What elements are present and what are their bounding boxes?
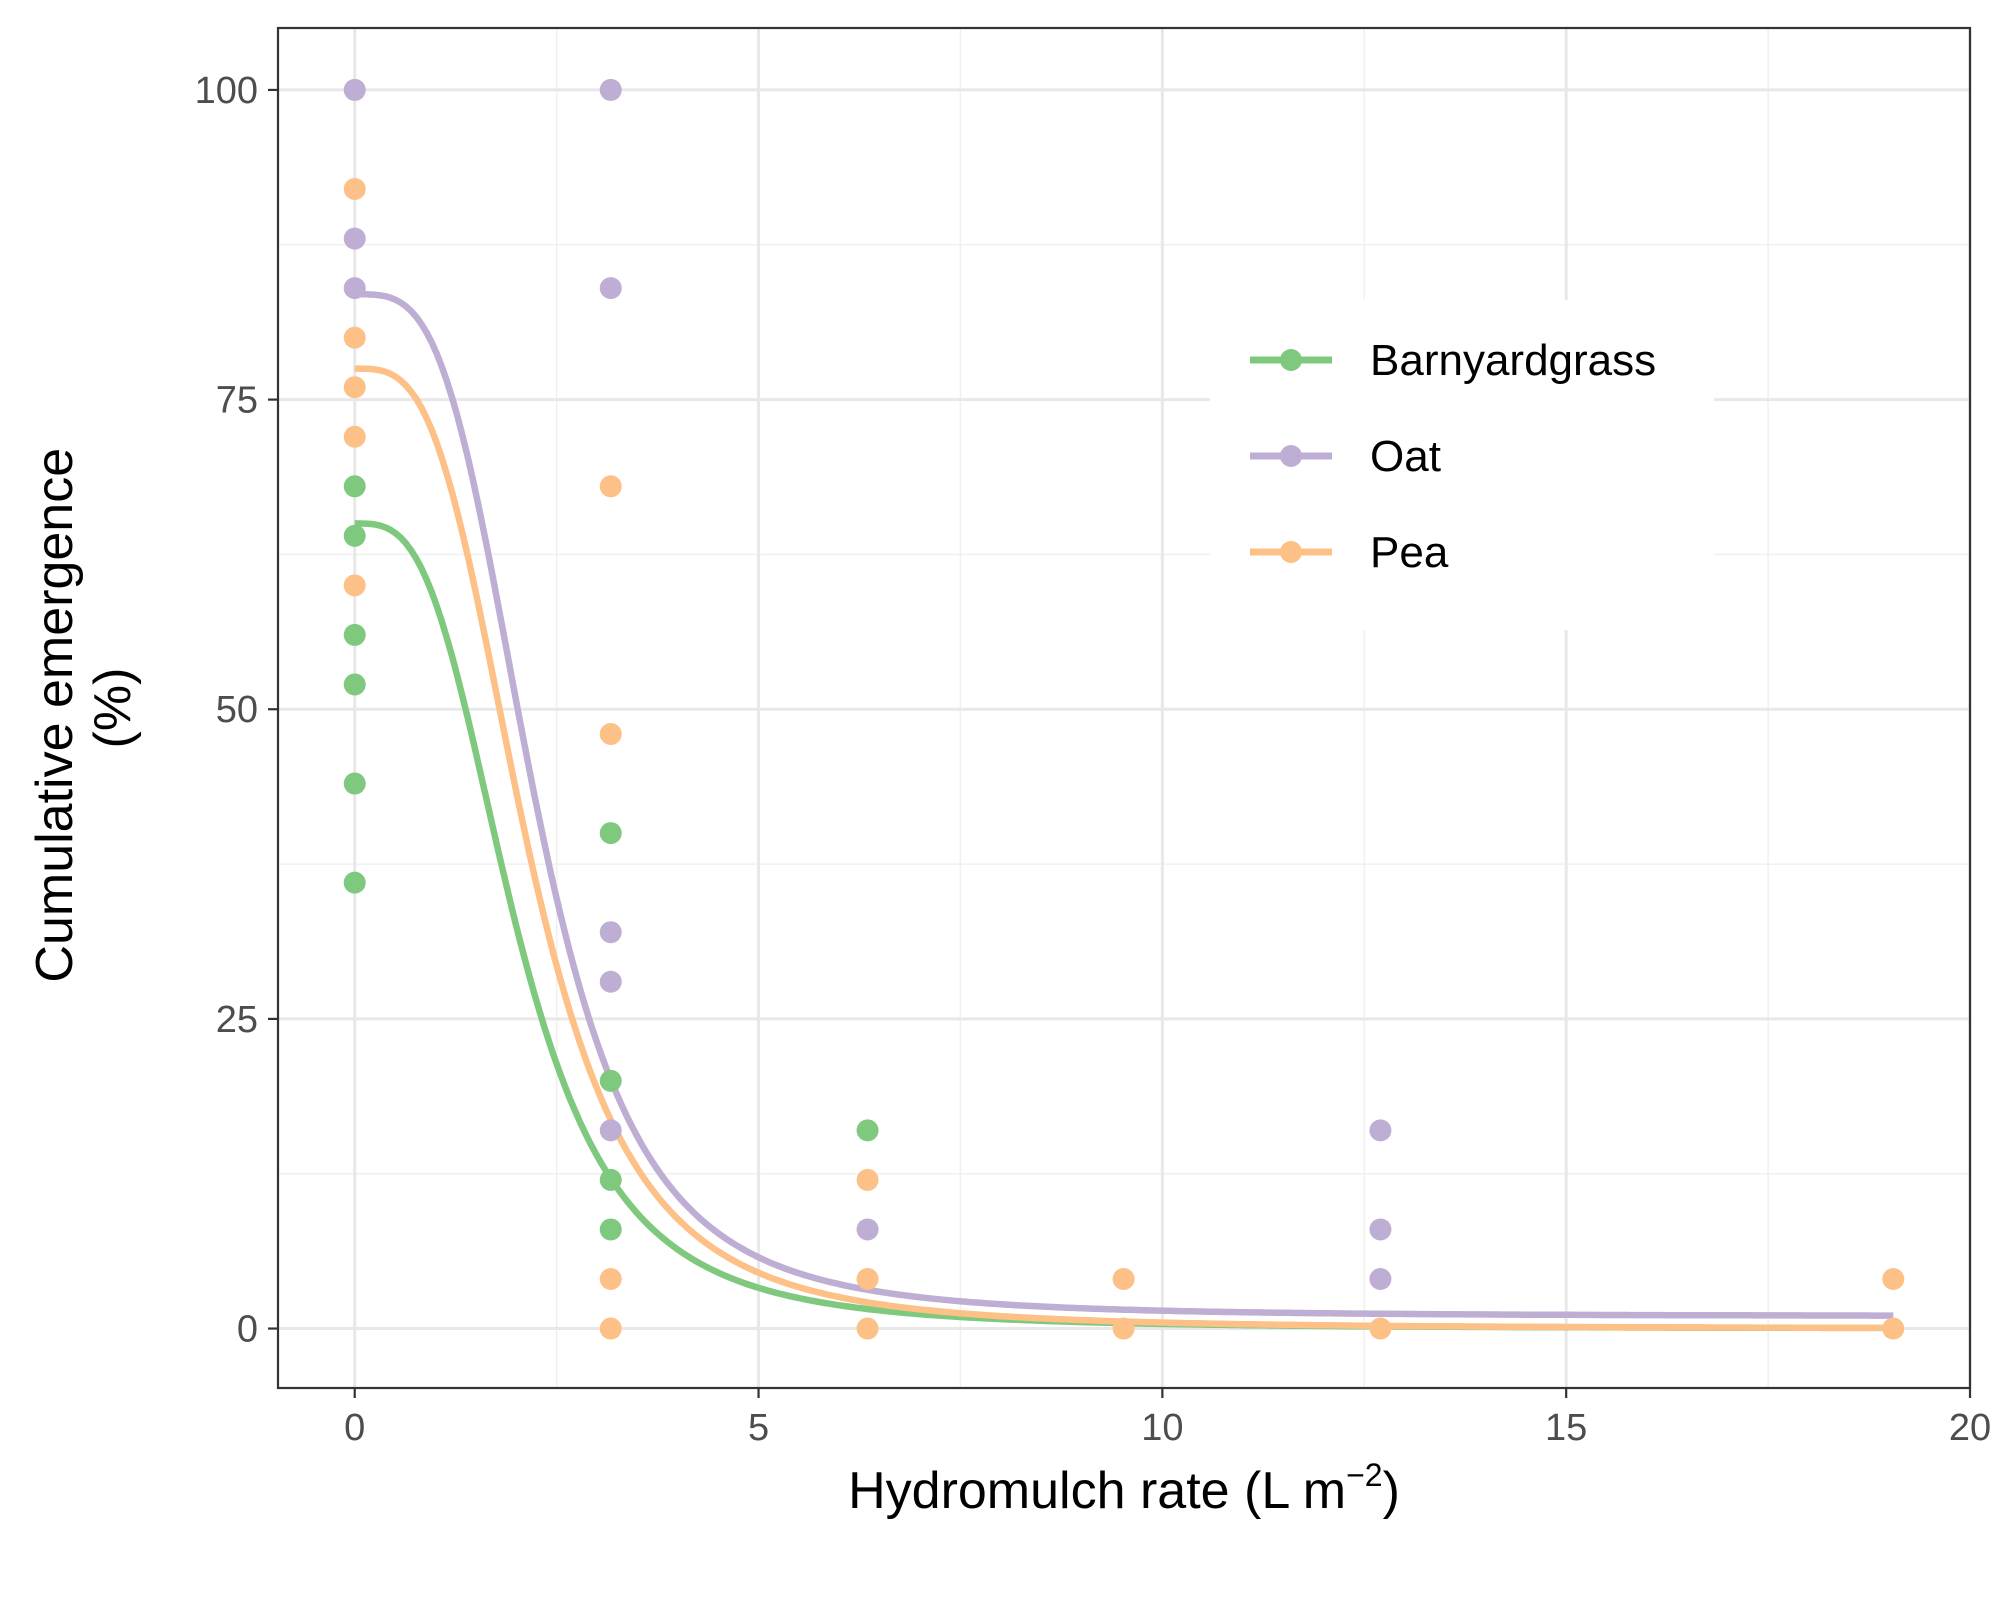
data-point-oat	[1369, 1268, 1392, 1291]
data-point-barnyardgrass	[856, 1119, 879, 1142]
data-point-pea	[599, 1268, 622, 1291]
data-point-pea	[856, 1317, 879, 1340]
data-point-oat	[599, 1119, 622, 1142]
data-point-oat	[343, 78, 366, 101]
legend-label-oat: Oat	[1370, 432, 1441, 481]
x-axis-title-close: )	[1383, 1462, 1400, 1520]
y-axis-title-line1: Cumulative emergence	[26, 448, 84, 983]
y-tick-label: 0	[237, 1309, 258, 1351]
data-point-pea	[599, 475, 622, 498]
x-axis-title: Hydromulch rate (L m−2)	[848, 1457, 1400, 1520]
data-point-barnyardgrass	[599, 1168, 622, 1191]
x-axis-title-sup: −2	[1346, 1457, 1382, 1493]
data-point-pea	[343, 574, 366, 597]
y-tick-label: 25	[216, 999, 258, 1041]
data-point-barnyardgrass	[599, 822, 622, 845]
data-point-pea	[343, 178, 366, 201]
data-point-barnyardgrass	[343, 623, 366, 646]
data-point-pea	[856, 1168, 879, 1191]
grid-minor	[278, 28, 1970, 1388]
x-tick-label: 20	[1949, 1407, 1991, 1449]
x-tick-label: 5	[748, 1407, 769, 1449]
y-axis-title: Cumulative emergence (%)	[26, 433, 142, 982]
y-tick-label: 100	[195, 70, 258, 112]
data-point-barnyardgrass	[343, 524, 366, 547]
data-point-barnyardgrass	[599, 1069, 622, 1092]
x-tick-label: 10	[1141, 1407, 1183, 1449]
data-point-pea	[1369, 1317, 1392, 1340]
x-axis: 0 5 10 15 20	[344, 1388, 1991, 1449]
data-point-oat	[599, 921, 622, 944]
data-point-pea	[599, 723, 622, 746]
y-axis-title-line2: (%)	[84, 668, 142, 749]
data-points	[343, 78, 1905, 1340]
panel-border	[276, 26, 1972, 1390]
data-point-barnyardgrass	[343, 772, 366, 795]
y-axis: 0 25 50 75 100	[195, 70, 278, 1351]
data-point-barnyardgrass	[343, 673, 366, 696]
data-point-pea	[1882, 1317, 1905, 1340]
y-tick-label: 75	[216, 380, 258, 422]
data-point-oat	[343, 227, 366, 250]
data-point-oat	[343, 277, 366, 300]
x-axis-title-main: Hydromulch rate (L m	[848, 1462, 1346, 1520]
y-tick-label: 50	[216, 689, 258, 731]
data-point-pea	[1112, 1268, 1135, 1291]
data-point-oat	[599, 78, 622, 101]
legend-key-point-pea	[1280, 541, 1302, 563]
data-point-barnyardgrass	[343, 475, 366, 498]
data-point-oat	[1369, 1218, 1392, 1241]
data-point-pea	[599, 1317, 622, 1340]
legend-label-barnyardgrass: Barnyardgrass	[1370, 336, 1656, 385]
data-point-barnyardgrass	[599, 1218, 622, 1241]
data-point-pea	[856, 1268, 879, 1291]
legend-label-pea: Pea	[1370, 528, 1449, 577]
data-point-pea	[1112, 1317, 1135, 1340]
data-point-pea	[343, 376, 366, 399]
x-tick-label: 15	[1545, 1407, 1587, 1449]
data-point-pea	[1882, 1268, 1905, 1291]
data-point-oat	[599, 277, 622, 300]
data-point-pea	[343, 326, 366, 349]
x-tick-label: 0	[344, 1407, 365, 1449]
data-point-oat	[856, 1218, 879, 1241]
legend: Barnyardgrass Oat Pea	[1210, 300, 1714, 630]
data-point-barnyardgrass	[343, 871, 366, 894]
data-point-pea	[343, 425, 366, 448]
legend-key-point-barnyardgrass	[1280, 349, 1302, 371]
data-point-oat	[1369, 1119, 1392, 1142]
legend-key-point-oat	[1280, 445, 1302, 467]
data-point-oat	[599, 970, 622, 993]
